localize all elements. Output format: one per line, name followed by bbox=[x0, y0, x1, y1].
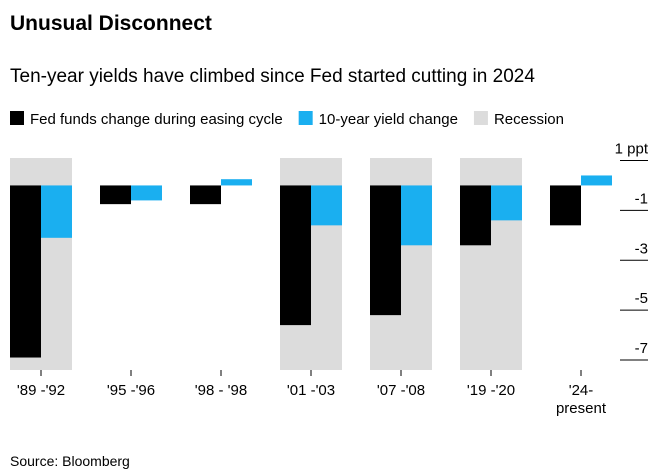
bar bbox=[41, 185, 72, 238]
bar bbox=[100, 185, 131, 205]
x-tick-label: '89 -'92 bbox=[16, 382, 66, 399]
x-tick-label: '07 -'08 bbox=[376, 382, 426, 399]
bar bbox=[221, 179, 252, 186]
y-tick-label: -1 bbox=[635, 190, 648, 207]
bar bbox=[550, 185, 581, 226]
y-tick-label: -3 bbox=[635, 240, 648, 257]
bar bbox=[190, 185, 221, 205]
bar bbox=[311, 185, 342, 226]
x-tick-label: '19 -'20 bbox=[466, 382, 516, 399]
chart-subtitle: Ten-year yields have climbed since Fed s… bbox=[10, 66, 535, 87]
x-tick-label: '98 - '98 bbox=[194, 382, 248, 399]
x-tick-label: '24- present bbox=[555, 382, 607, 417]
bar bbox=[370, 185, 401, 316]
legend-label: Fed funds change during easing cycle bbox=[30, 111, 283, 128]
bar bbox=[280, 185, 311, 326]
legend-swatch bbox=[473, 111, 488, 125]
y-tick-label: -5 bbox=[635, 290, 648, 307]
x-tick-label: '01 -'03 bbox=[286, 382, 336, 399]
bar bbox=[491, 185, 522, 221]
chart-title: Unusual Disconnect bbox=[10, 12, 212, 35]
bar bbox=[10, 185, 41, 358]
legend-swatch bbox=[298, 111, 313, 125]
bar bbox=[460, 185, 491, 246]
legend-label: Recession bbox=[494, 111, 564, 128]
bar bbox=[131, 185, 162, 201]
y-tick-label: -7 bbox=[635, 340, 648, 357]
bar bbox=[581, 175, 612, 186]
bar bbox=[401, 185, 432, 246]
x-tick-label: '95 -'96 bbox=[106, 382, 156, 399]
legend-label: 10-year yield change bbox=[319, 111, 458, 128]
source: Source: Bloomberg bbox=[10, 453, 130, 469]
legend-swatch bbox=[10, 111, 24, 125]
y-tick-label: 1 ppt bbox=[615, 140, 649, 157]
